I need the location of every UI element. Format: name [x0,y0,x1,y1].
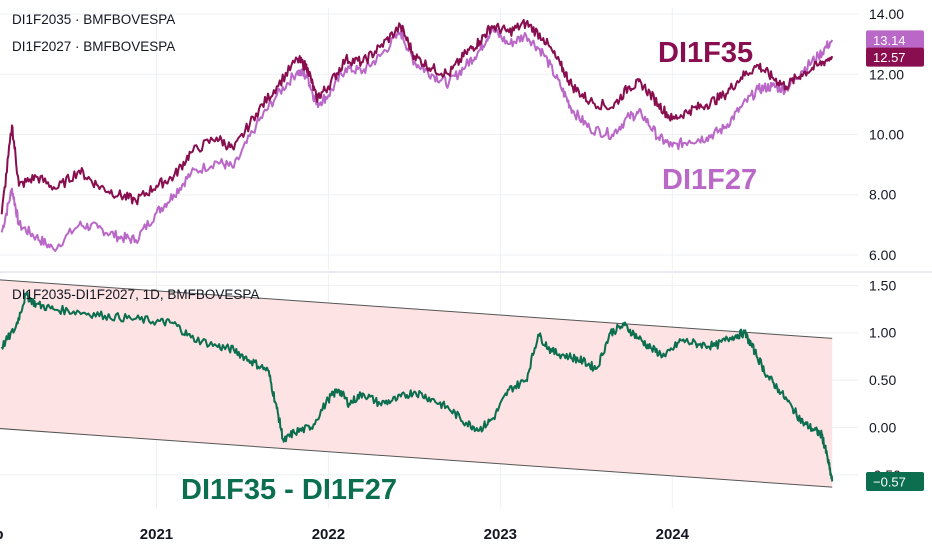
badge-di1f27-bg [866,30,924,50]
badge-di1f27-text: 13.14 [873,33,906,48]
series-line-di1f27[interactable] [0,25,834,252]
annotation-di1f27: DI1F27 [662,164,757,196]
y-tick-top-0: 14.00 [869,6,904,22]
y-tick-top-2: 10.00 [869,126,904,142]
legend-spread[interactable]: DI1F2035-DI1F2027, 1D, BMFBOVESPA [12,287,259,302]
top-y-axis: 14.00 12.00 10.00 8.00 6.00 [869,6,904,263]
annotation-di1f35: DI1F35 [658,37,753,69]
y-tick-bottom-0: 1.50 [869,277,896,293]
y-tick-bottom-3: 0.00 [869,419,896,435]
x-tick-2: 2022 [312,526,345,543]
y-tick-top-4: 6.00 [869,247,896,263]
bottom-y-axis: 1.501.000.500.00-0.50 [869,277,901,482]
x-axis: eb 2021 2022 2023 2024 [0,526,690,543]
channel-fill [0,279,833,488]
series-line-spread[interactable] [0,291,834,482]
badge-di1f35-bg [866,47,924,67]
channel-upper-line[interactable] [0,279,833,339]
x-tick-3: 2023 [484,526,517,543]
price-badges: 13.14 12.57 −0.57 [866,30,924,491]
top-grid [0,8,858,270]
badge-di1f35-text: 12.57 [873,50,906,65]
annotation-spread: DI1F35 - DI1F27 [181,474,397,506]
badge-spread-bg [866,471,924,491]
y-tick-top-3: 8.00 [869,187,896,203]
x-tick-1: 2021 [140,526,173,543]
channel [0,279,833,488]
bottom-lines [0,291,834,482]
y-tick-bottom-2: 0.50 [869,372,896,388]
series-line-di1f35[interactable] [0,18,834,215]
y-tick-bottom-1: 1.00 [869,325,896,341]
legend-di1f2035[interactable]: DI1F2035 · BMFBOVESPA [12,12,175,27]
channel-lower-line[interactable] [0,427,833,488]
badge-spread-text: −0.57 [873,474,906,489]
y-tick-top-1: 12.00 [869,66,904,82]
x-tick-4: 2024 [656,526,690,543]
top-lines [0,18,834,252]
x-tick-0: eb [0,526,4,543]
legend-di1f2027[interactable]: DI1F2027 · BMFBOVESPA [12,39,175,54]
